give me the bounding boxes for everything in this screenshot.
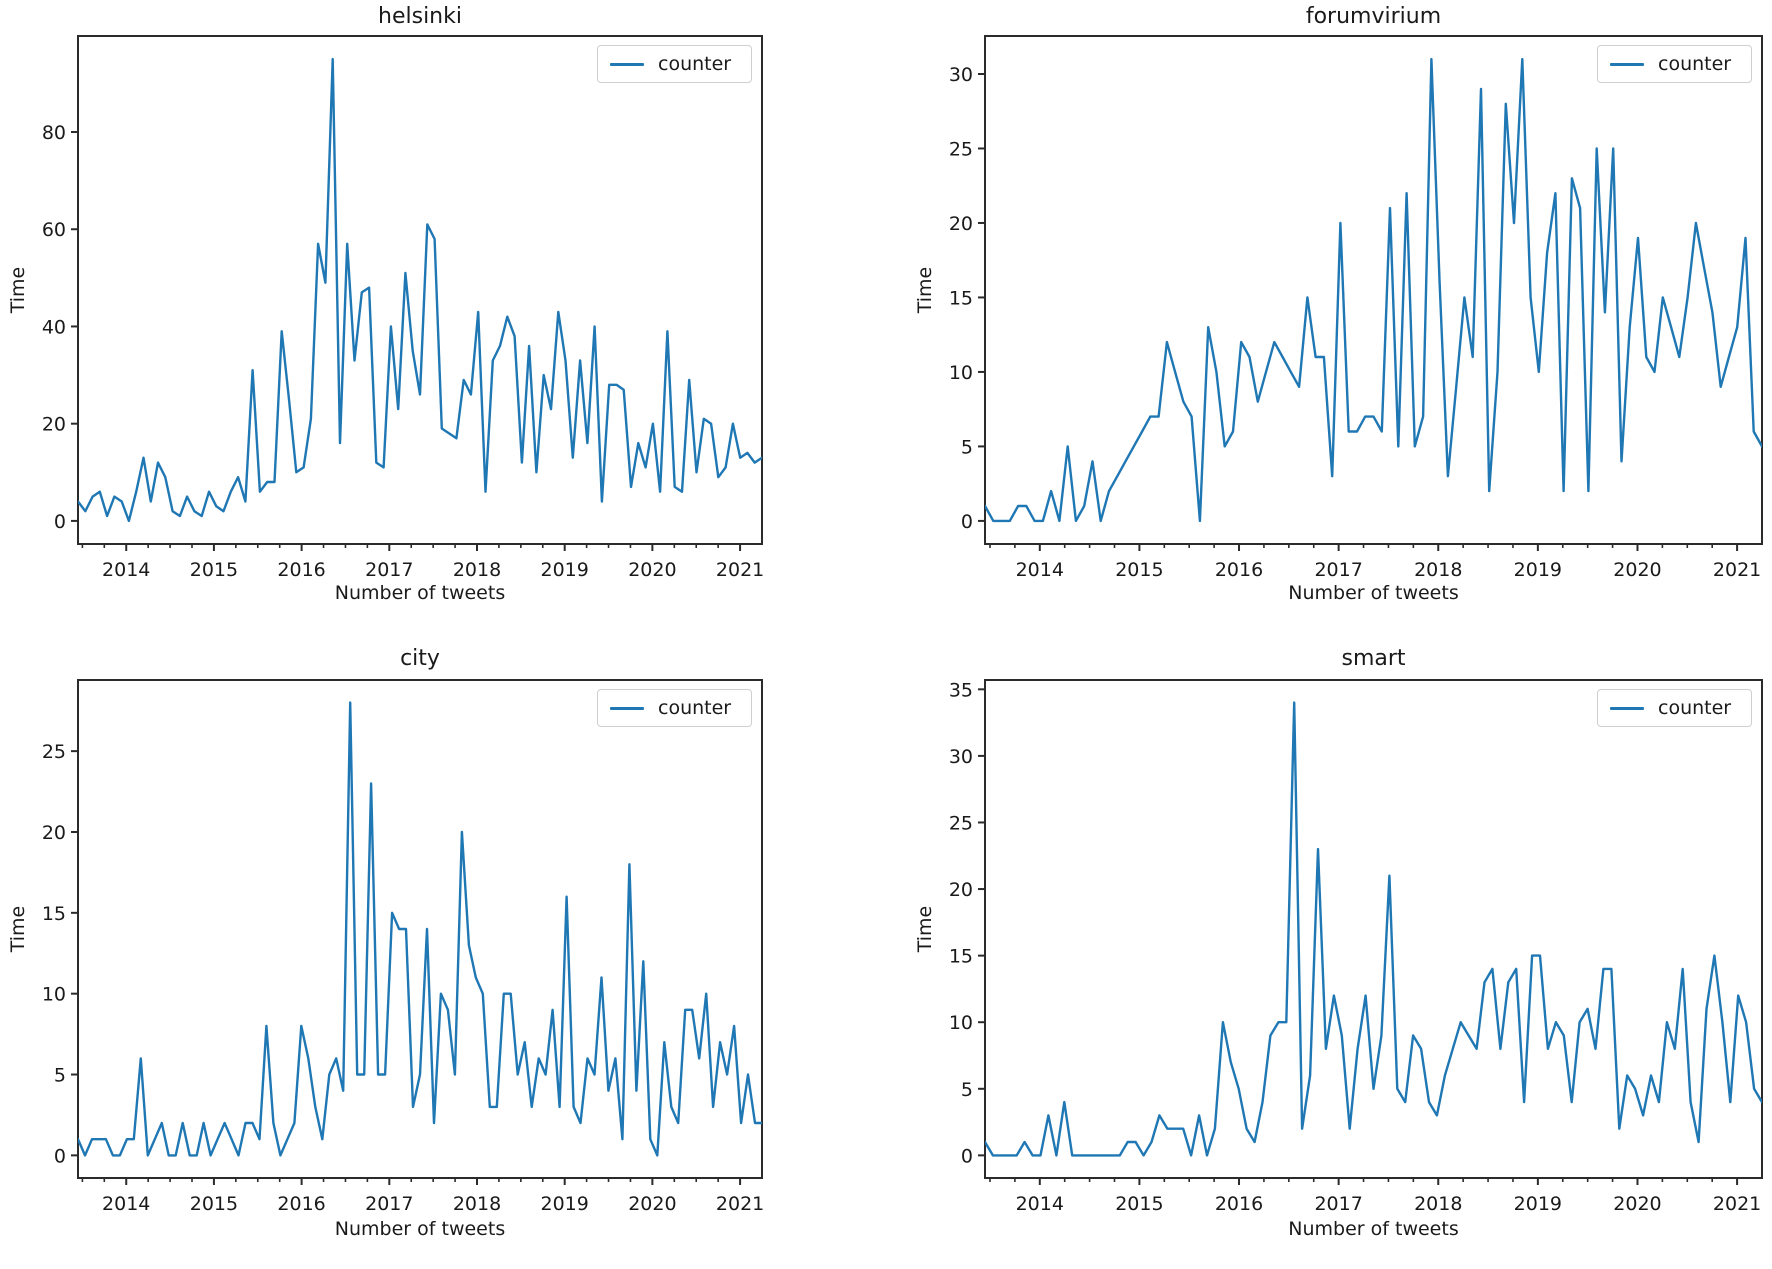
x-tick-label: 2015 bbox=[1115, 559, 1163, 581]
x-tick-label: 2021 bbox=[1713, 1193, 1761, 1215]
y-tick-label: 15 bbox=[949, 287, 973, 309]
y-tick-label: 0 bbox=[961, 1145, 973, 1167]
x-tick-label: 2017 bbox=[1314, 1193, 1362, 1215]
y-tick-label: 0 bbox=[54, 511, 66, 533]
x-tick-label: 2018 bbox=[453, 1193, 501, 1215]
legend: counter bbox=[1597, 689, 1752, 727]
y-tick-label: 20 bbox=[42, 414, 66, 436]
y-tick-label: 25 bbox=[949, 138, 973, 160]
y-axis-label: Time bbox=[914, 266, 936, 314]
x-axis-label: Number of tweets bbox=[334, 582, 506, 604]
series-line-helsinki bbox=[78, 57, 762, 523]
y-tick-label: 5 bbox=[961, 1079, 973, 1101]
legend-line-sample bbox=[1610, 62, 1644, 66]
y-tick-label: 10 bbox=[949, 1012, 973, 1034]
y-tick-label: 0 bbox=[54, 1145, 66, 1167]
x-tick-label: 2015 bbox=[190, 1193, 238, 1215]
series-line-forumvirium bbox=[985, 57, 1762, 523]
x-tick-label: 2017 bbox=[1314, 559, 1362, 581]
x-tick-label: 2016 bbox=[1215, 559, 1263, 581]
x-tick-label: 2015 bbox=[1115, 1193, 1163, 1215]
plot-border-helsinki bbox=[77, 35, 763, 545]
legend: counter bbox=[597, 45, 752, 83]
x-tick-label: 2016 bbox=[277, 1193, 325, 1215]
y-axis-label: Time bbox=[914, 905, 936, 953]
y-tick-label: 10 bbox=[42, 984, 66, 1006]
plot-border-smart bbox=[984, 679, 1763, 1179]
x-tick-label: 2014 bbox=[1016, 1193, 1064, 1215]
y-tick-label: 5 bbox=[961, 436, 973, 458]
chart-title: helsinki bbox=[378, 4, 462, 29]
x-tick-label: 2016 bbox=[1215, 1193, 1263, 1215]
y-tick-label: 30 bbox=[949, 746, 973, 768]
y-axis-label: Time bbox=[7, 905, 29, 953]
y-tick-label: 30 bbox=[949, 64, 973, 86]
series-line-smart bbox=[985, 701, 1762, 1157]
x-tick-label: 2018 bbox=[1414, 1193, 1462, 1215]
y-tick-label: 5 bbox=[54, 1065, 66, 1087]
x-tick-label: 2018 bbox=[453, 559, 501, 581]
y-tick-label: 35 bbox=[949, 679, 973, 701]
series-line-city bbox=[78, 701, 762, 1157]
x-tick-label: 2018 bbox=[1414, 559, 1462, 581]
x-tick-label: 2020 bbox=[628, 559, 676, 581]
legend-line-sample bbox=[1610, 706, 1644, 710]
x-tick-label: 2017 bbox=[365, 559, 413, 581]
y-axis-label: Time bbox=[7, 266, 29, 314]
x-tick-label: 2020 bbox=[1613, 559, 1661, 581]
x-tick-label: 2016 bbox=[277, 559, 325, 581]
x-tick-label: 2019 bbox=[541, 559, 589, 581]
x-tick-label: 2020 bbox=[1613, 1193, 1661, 1215]
y-tick-label: 60 bbox=[42, 219, 66, 241]
legend-label: counter bbox=[658, 697, 732, 719]
legend-line-sample bbox=[610, 706, 644, 710]
x-tick-label: 2019 bbox=[1514, 1193, 1562, 1215]
legend-line-sample bbox=[610, 62, 644, 66]
y-tick-label: 15 bbox=[949, 946, 973, 968]
y-tick-label: 20 bbox=[42, 822, 66, 844]
y-tick-label: 20 bbox=[949, 879, 973, 901]
y-tick-label: 80 bbox=[42, 122, 66, 144]
x-tick-label: 2019 bbox=[1514, 559, 1562, 581]
y-tick-label: 25 bbox=[42, 741, 66, 763]
x-tick-label: 2021 bbox=[1713, 559, 1761, 581]
x-tick-label: 2021 bbox=[716, 1193, 764, 1215]
legend: counter bbox=[597, 689, 752, 727]
chart-title: smart bbox=[1341, 646, 1406, 671]
x-tick-label: 2014 bbox=[102, 559, 150, 581]
x-tick-label: 2021 bbox=[716, 559, 764, 581]
y-tick-label: 15 bbox=[42, 903, 66, 925]
plot-border-city bbox=[77, 679, 763, 1179]
x-tick-label: 2017 bbox=[365, 1193, 413, 1215]
y-tick-label: 25 bbox=[949, 812, 973, 834]
x-axis-label: Number of tweets bbox=[334, 1218, 506, 1240]
y-tick-label: 10 bbox=[949, 362, 973, 384]
legend-label: counter bbox=[1658, 697, 1732, 719]
y-tick-label: 40 bbox=[42, 316, 66, 338]
chart-title: forumvirium bbox=[1305, 4, 1442, 29]
x-tick-label: 2014 bbox=[102, 1193, 150, 1215]
x-tick-label: 2020 bbox=[628, 1193, 676, 1215]
y-tick-label: 20 bbox=[949, 213, 973, 235]
plot-border-forumvirium bbox=[984, 35, 1763, 545]
chart-title: city bbox=[400, 646, 440, 671]
x-axis-label: Number of tweets bbox=[1288, 582, 1459, 604]
legend-label: counter bbox=[1658, 53, 1732, 75]
x-tick-label: 2014 bbox=[1016, 559, 1064, 581]
x-tick-label: 2019 bbox=[541, 1193, 589, 1215]
legend-label: counter bbox=[658, 53, 732, 75]
x-axis-label: Number of tweets bbox=[1288, 1218, 1459, 1240]
legend: counter bbox=[1597, 45, 1752, 83]
x-tick-label: 2015 bbox=[190, 559, 238, 581]
y-tick-label: 0 bbox=[961, 511, 973, 533]
